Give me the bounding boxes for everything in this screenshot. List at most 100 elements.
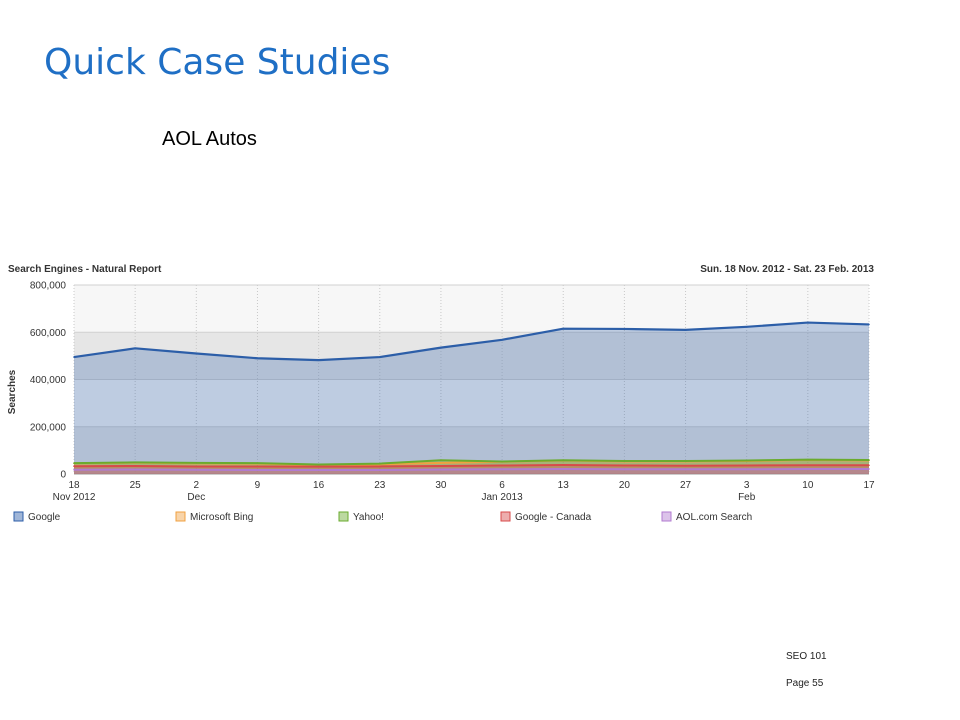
data-point-google-canada — [807, 464, 809, 467]
x-tick-month-label: Nov 2012 — [53, 492, 96, 503]
legend-label-google: Google — [28, 512, 61, 523]
footer-page-number: Page 55 — [786, 678, 824, 689]
y-axis-label: Searches — [7, 369, 18, 414]
search-engines-chart: Search Engines - Natural Report Sun. 18 … — [7, 264, 875, 523]
data-point-google — [134, 347, 136, 350]
x-tick-label: 6 — [499, 480, 505, 491]
data-point-yahoo — [562, 459, 565, 462]
series-line-yahoo — [73, 458, 870, 466]
y-tick-label: 800,000 — [30, 281, 67, 292]
data-point-google — [440, 346, 442, 349]
y-tick-label: 0 — [60, 470, 66, 481]
footer-course: SEO 101 — [786, 651, 827, 662]
legend-label-yahoo: Yahoo! — [353, 512, 384, 523]
series-line-google — [73, 321, 870, 362]
x-tick-month-label: Feb — [738, 492, 756, 503]
series-line-google-canada — [73, 464, 869, 468]
x-tick-label: 20 — [619, 480, 631, 491]
data-point-aol-com-search — [807, 468, 809, 470]
series-area-google — [74, 322, 869, 474]
data-point-yahoo — [623, 460, 626, 462]
data-point-aol-com-search — [195, 468, 198, 471]
x-tick-label: 10 — [802, 480, 814, 491]
legend-label-microsoft-bing: Microsoft Bing — [190, 512, 253, 523]
data-point-aol-com-search — [623, 468, 626, 471]
data-point-yahoo — [256, 462, 259, 464]
data-point-yahoo — [807, 458, 809, 461]
data-point-yahoo — [745, 459, 748, 462]
data-point-google-canada — [562, 464, 565, 466]
data-point-microsoft-bing — [440, 462, 442, 464]
legend-swatch-yahoo — [338, 511, 349, 522]
data-point-google — [745, 326, 748, 328]
data-point-google-canada — [256, 465, 259, 468]
x-tick-month-label: Jan 2013 — [481, 492, 523, 503]
data-point-aol-com-search — [256, 469, 259, 471]
data-point-yahoo — [684, 460, 687, 462]
data-point-aol-com-search — [134, 468, 136, 471]
data-point-yahoo — [134, 461, 136, 464]
chart-title: Search Engines - Natural Report — [8, 264, 162, 275]
data-point-google-canada — [440, 465, 442, 467]
chart-date-range: Sun. 18 Nov. 2012 - Sat. 23 Feb. 2013 — [700, 264, 874, 275]
data-point-google-canada — [378, 465, 381, 468]
data-point-google-canada — [501, 464, 503, 467]
data-point-google — [684, 329, 687, 331]
x-tick-label: 17 — [863, 480, 875, 491]
data-point-yahoo — [501, 460, 503, 463]
data-point-google — [562, 327, 565, 330]
data-point-google — [501, 339, 503, 341]
legend-swatch-google — [13, 511, 24, 522]
slide-title: Quick Case Studies — [44, 42, 391, 83]
x-tick-label: 16 — [313, 480, 325, 491]
data-point-yahoo — [868, 459, 870, 461]
data-point-aol-com-search — [378, 469, 381, 471]
legend-swatch-microsoft-bing — [175, 511, 186, 522]
data-point-google-canada — [623, 464, 626, 467]
data-point-google — [807, 321, 809, 324]
plot-band — [74, 332, 869, 380]
data-point-yahoo — [440, 459, 442, 462]
legend-swatch-aol-com-search — [661, 511, 672, 522]
y-tick-label: 400,000 — [30, 375, 67, 386]
x-tick-label: 18 — [68, 480, 80, 491]
x-tick-label: 2 — [194, 480, 200, 491]
x-tick-label: 27 — [680, 480, 692, 491]
x-tick-label: 30 — [435, 480, 447, 491]
chart-container: Search Engines - Natural Report Sun. 18 … — [0, 256, 890, 536]
slide-subtitle: AOL Autos — [162, 128, 257, 150]
x-tick-month-label: Dec — [187, 492, 205, 503]
data-point-google-canada — [868, 464, 870, 467]
legend-swatch-google-canada — [500, 511, 511, 522]
data-point-aol-com-search — [317, 469, 320, 471]
series-line-aol-com-search — [73, 468, 869, 471]
data-point-aol-com-search — [501, 468, 503, 471]
data-point-aol-com-search — [73, 468, 75, 471]
data-point-yahoo — [195, 462, 198, 464]
data-point-google-canada — [684, 464, 687, 467]
data-point-google — [378, 356, 381, 358]
x-tick-label: 9 — [255, 480, 261, 491]
data-point-google — [195, 352, 198, 355]
x-tick-label: 25 — [130, 480, 142, 491]
legend-label-aol-com-search: AOL.com Search — [676, 512, 752, 523]
data-point-yahoo — [378, 462, 381, 465]
data-point-aol-com-search — [440, 468, 442, 471]
legend-label-google-canada: Google - Canada — [515, 512, 592, 523]
data-point-google — [317, 359, 320, 361]
plot-band — [74, 379, 869, 427]
plot-band — [74, 285, 869, 333]
data-point-aol-com-search — [868, 468, 870, 470]
data-point-google-canada — [745, 464, 748, 467]
y-tick-label: 600,000 — [30, 328, 67, 339]
data-point-google-canada — [73, 465, 75, 468]
x-tick-label: 13 — [558, 480, 570, 491]
data-point-google-canada — [195, 465, 198, 468]
data-point-google-canada — [134, 465, 136, 467]
data-point-yahoo — [317, 463, 320, 466]
x-tick-label: 3 — [744, 480, 750, 491]
data-point-google — [256, 357, 259, 360]
data-point-aol-com-search — [562, 468, 565, 470]
data-point-google — [73, 356, 75, 358]
data-point-google — [868, 323, 870, 326]
